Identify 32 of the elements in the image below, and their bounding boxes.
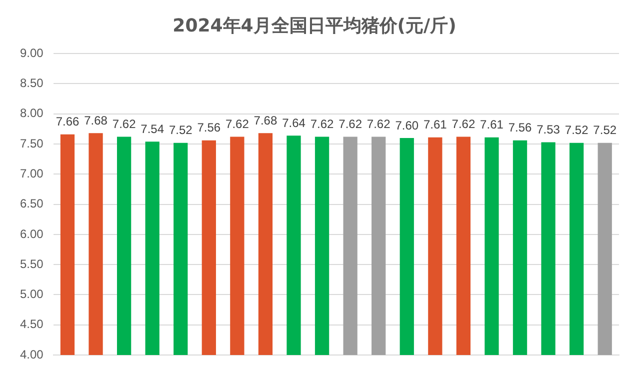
data-label: 7.62 bbox=[366, 117, 391, 132]
data-label: 7.56 bbox=[508, 120, 532, 135]
y-tick-label: 5.50 bbox=[20, 256, 44, 271]
y-tick-label: 6.00 bbox=[20, 226, 44, 241]
data-label: 7.52 bbox=[564, 123, 589, 138]
y-tick-label: 4.00 bbox=[20, 347, 44, 362]
y-tick-label: 4.50 bbox=[20, 317, 44, 332]
data-label: 7.54 bbox=[140, 122, 164, 136]
data-label: 7.61 bbox=[423, 118, 448, 132]
data-label: 7.52 bbox=[593, 123, 617, 138]
chart-title: 2024年4月全国日平均猪价(元/斤) bbox=[172, 15, 456, 36]
y-tick-label: 6.50 bbox=[20, 196, 44, 211]
data-label: 7.68 bbox=[84, 113, 108, 128]
y-tick-label: 5.00 bbox=[20, 287, 44, 302]
data-label: 7.60 bbox=[395, 118, 419, 132]
data-label: 7.52 bbox=[168, 123, 193, 138]
y-tick-label: 7.50 bbox=[20, 136, 44, 150]
data-label: 7.56 bbox=[197, 120, 221, 135]
data-label: 7.61 bbox=[480, 118, 504, 132]
y-tick-label: 7.00 bbox=[20, 166, 44, 180]
data-label: 7.62 bbox=[226, 117, 250, 132]
data-label: 7.62 bbox=[452, 117, 476, 132]
data-label: 7.62 bbox=[338, 117, 362, 132]
y-tick-label: 9.00 bbox=[20, 46, 44, 60]
data-label: 7.64 bbox=[282, 116, 306, 130]
data-label: 7.68 bbox=[254, 113, 278, 128]
data-label: 7.53 bbox=[536, 122, 560, 137]
y-tick-label: 8.00 bbox=[20, 106, 44, 120]
data-label: 7.66 bbox=[56, 114, 80, 129]
data-label: 7.62 bbox=[112, 117, 136, 132]
data-label: 7.62 bbox=[310, 117, 334, 132]
y-tick-label: 8.50 bbox=[20, 76, 44, 90]
